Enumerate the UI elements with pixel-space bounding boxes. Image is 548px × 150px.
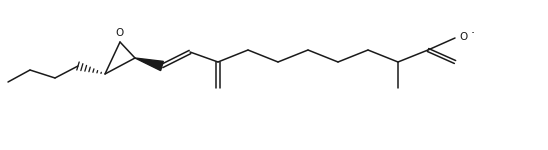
Text: O: O [116,28,124,38]
Text: O: O [459,32,467,42]
Polygon shape [135,58,163,71]
Text: ·: · [471,27,475,40]
